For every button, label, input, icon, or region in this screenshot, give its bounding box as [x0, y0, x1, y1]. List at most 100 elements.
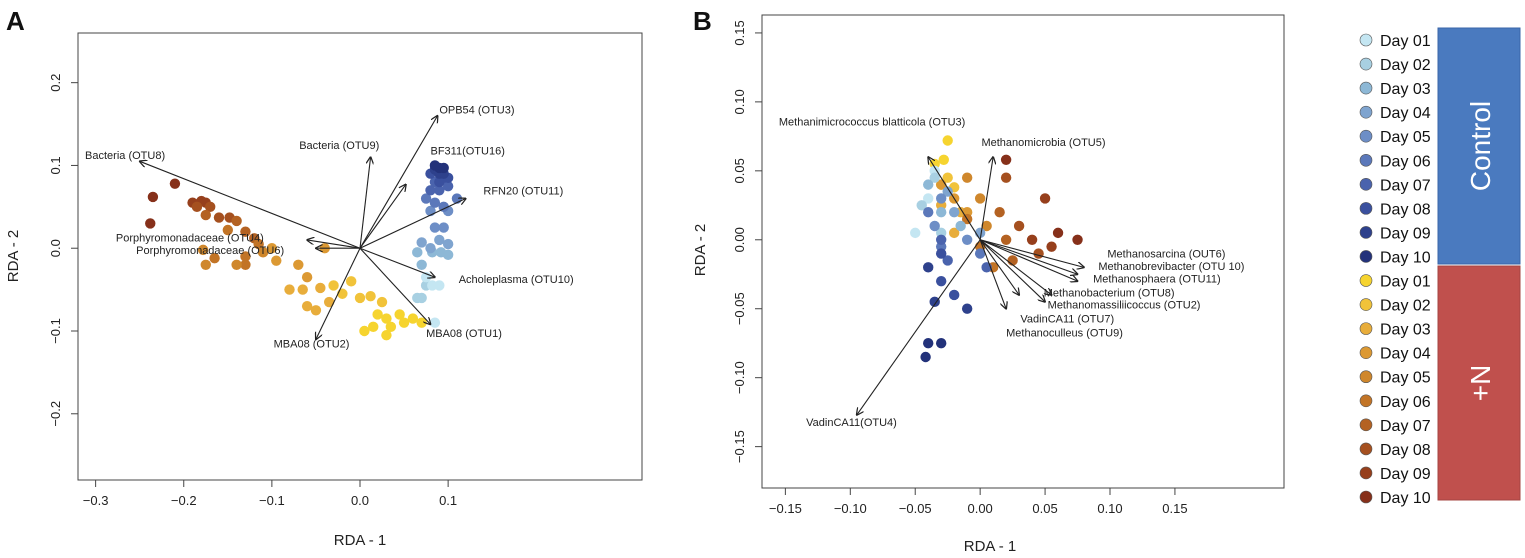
panel-a-point: [438, 162, 449, 174]
panel-b-y-tick-label: 0.15: [732, 20, 747, 45]
panel-a-arrow: [359, 184, 406, 249]
panel-a-point: [368, 321, 379, 333]
panel-b-point: [923, 179, 934, 190]
panel-b-point: [929, 296, 940, 308]
legend-label: Day 09: [1380, 466, 1431, 483]
panel-a-point: [442, 249, 454, 261]
panel-b-point: [935, 206, 947, 218]
panel-a-point: [240, 251, 251, 262]
panel-a-arrow-label: Bacteria (OTU8): [85, 150, 165, 162]
panel-b-arrow-label: Methanoculleus (OTU9): [1006, 327, 1123, 339]
panel-a-arrow: [359, 157, 371, 249]
panel-b-plot-area: −0.15 −0.10 −0.05 0.00 0.05 0.10 0.15 −0.15 −0.1…: [732, 20, 1244, 516]
panel-a-arrow: [359, 247, 435, 277]
legend-swatch: [1359, 81, 1373, 95]
panel-a-point: [434, 185, 445, 196]
panel-a-point: [442, 238, 454, 250]
panel-a-arrow-label: RFN20 (OTU11): [483, 185, 563, 197]
legend-swatch: [1359, 322, 1373, 335]
legend-label: Day 10: [1380, 249, 1431, 266]
panel-a-arrow-label: MBA08 (OTU1): [426, 328, 502, 340]
panel-a-point: [301, 300, 313, 312]
panel-b-point: [961, 172, 973, 183]
legend-label: Day 08: [1380, 442, 1431, 459]
panel-a-point: [425, 185, 436, 196]
panel-b-arrow-label: Methanimicrococcus blatticola (OTU3): [779, 116, 965, 128]
panel-a-x-tick-label: 0.0: [351, 493, 369, 508]
panel-b-point: [938, 154, 949, 165]
legend-swatch: [1359, 250, 1373, 263]
panel-b-x-tick-label: 0.00: [967, 501, 992, 516]
panel-b-point: [1052, 227, 1064, 239]
panel-b-point: [961, 234, 973, 245]
panel-a-letter: A: [6, 6, 25, 36]
panel-a-point: [438, 201, 449, 213]
panel-a-point: [213, 212, 225, 223]
legend-label: Day 03: [1380, 81, 1431, 98]
panel-a-point: [434, 280, 445, 291]
panel-b-arrow-label: VadinCA11 (OTU7): [1020, 314, 1114, 326]
panel-b-point: [1026, 234, 1038, 245]
legend-swatch: [1359, 57, 1373, 71]
legend-label: Day 04: [1380, 346, 1431, 363]
legend-swatch: [1359, 346, 1373, 359]
panel-b-point: [1000, 154, 1012, 165]
legend-swatch: [1359, 33, 1373, 47]
panel-a-point: [398, 317, 410, 328]
panel-a-point: [209, 252, 220, 264]
panel-b-arrow: [928, 157, 981, 241]
panel-b-point: [974, 193, 986, 204]
legend-swatch: [1359, 274, 1373, 287]
panel-a-point: [253, 238, 264, 250]
legend-label: Day 07: [1380, 418, 1431, 435]
panel-a-point: [147, 191, 159, 203]
panel-b-x-tick-label: 0.05: [1032, 501, 1057, 516]
panel-a-point: [231, 215, 242, 227]
legend-label: Day 09: [1380, 225, 1431, 242]
legend-group-control-box: [1437, 27, 1521, 265]
panel-b-point: [935, 193, 947, 204]
panel-a-arrow-label: Porphyromonadaceae (OTU6): [136, 245, 284, 257]
panel-a-point: [345, 276, 357, 287]
panel-a-x-tick-label: 0.1: [439, 493, 457, 508]
panel-a-point: [442, 180, 454, 192]
panel-a-point: [323, 296, 335, 308]
panel-a-point: [376, 296, 388, 308]
panel-a-point: [204, 201, 216, 213]
legend-label: Day 05: [1380, 129, 1431, 146]
panel-a-point: [240, 259, 251, 270]
panel-a-point: [359, 325, 370, 337]
panel-b-point: [981, 220, 992, 232]
panel-a-point: [416, 292, 427, 304]
panel-a-point: [301, 271, 313, 283]
legend-label: Day 08: [1380, 201, 1431, 218]
panel-b-plot-frame: [761, 14, 1285, 489]
panel-b-point: [942, 186, 953, 197]
panel-b-letter: B: [693, 6, 712, 36]
panel-b-point: [1046, 241, 1057, 252]
panel-a-point: [266, 243, 278, 254]
legend-group-n-label: +N: [1465, 365, 1496, 402]
legend-label: Day 06: [1380, 394, 1431, 411]
panel-b-point: [923, 193, 934, 204]
panel-a-point: [200, 209, 211, 221]
legend-swatch: [1359, 129, 1373, 143]
legend-label: Day 04: [1380, 105, 1431, 122]
panel-a-point: [365, 291, 376, 302]
panel-a-arrow: [359, 247, 431, 324]
panel-a-point: [354, 292, 366, 304]
panel-a-point: [284, 284, 295, 295]
panel-a-point: [429, 197, 441, 208]
panel-b-point: [955, 220, 966, 232]
panel-a-y-tick-label: 0.1: [48, 156, 63, 174]
panel-a-point: [416, 259, 427, 270]
panel-a-point: [240, 226, 251, 237]
panel-a-point: [328, 280, 339, 291]
panel-a-arrow: [316, 247, 361, 339]
panel-a-point: [407, 313, 419, 324]
panel-a-point: [231, 259, 242, 270]
panel-b-arrow-label: Methanobrevibacter (OTU 10): [1098, 261, 1244, 273]
panel-a-point: [310, 305, 322, 316]
panel-a-point: [293, 259, 304, 270]
